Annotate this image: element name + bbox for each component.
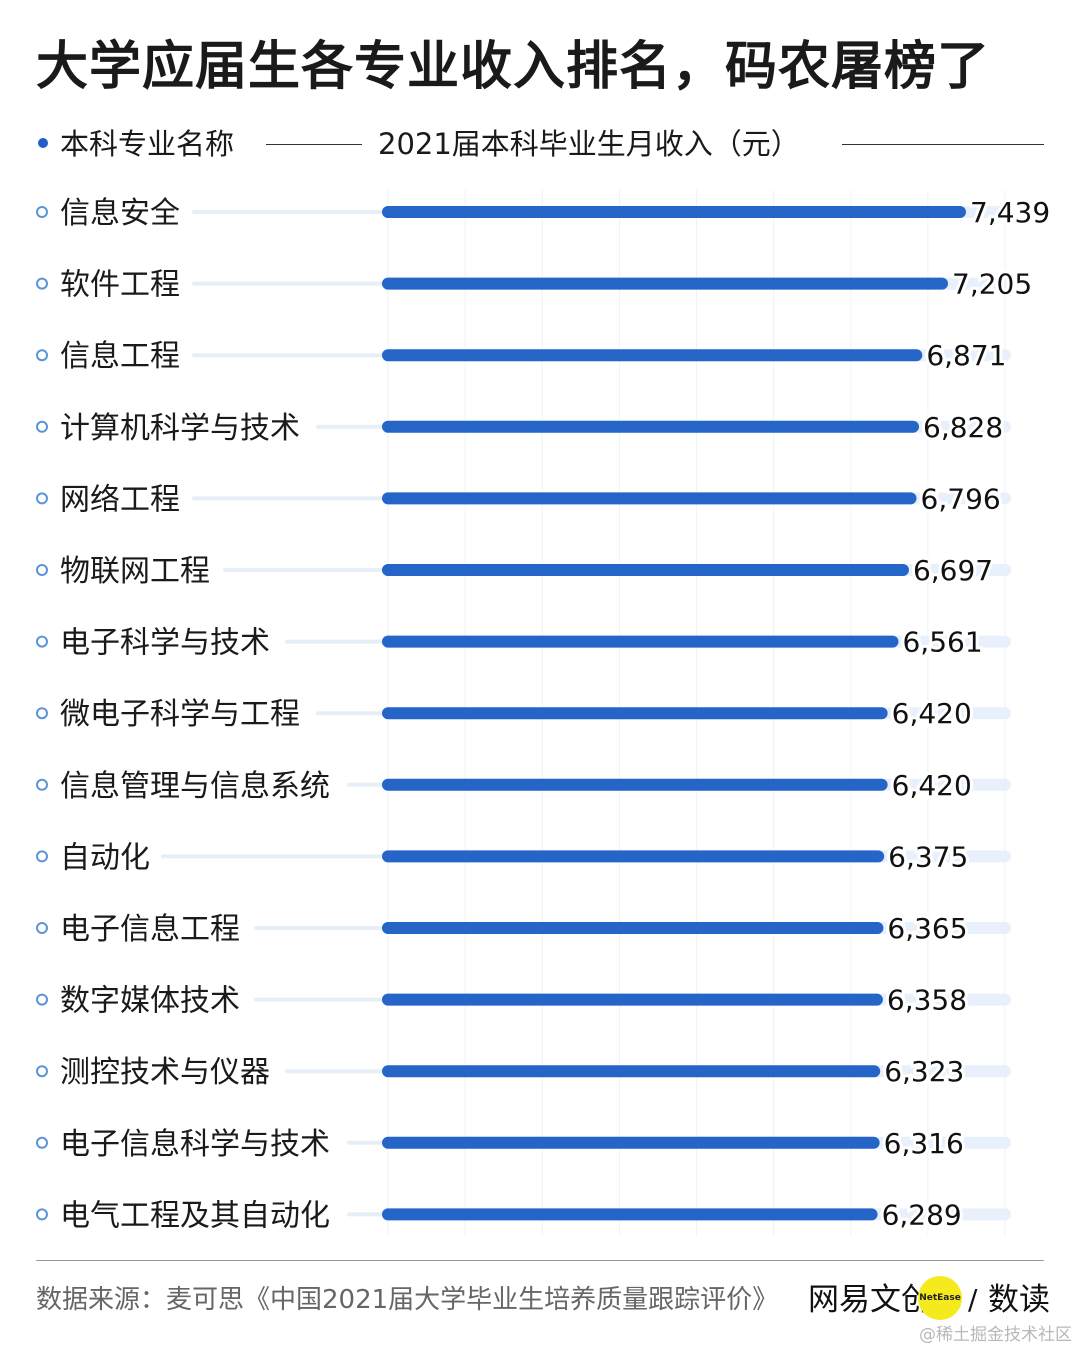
category-label: 电子信息工程 — [60, 912, 240, 947]
header-divider — [266, 144, 362, 145]
row-bullet-icon — [36, 707, 48, 720]
brand-logo-text: 网易文创 — [808, 1282, 932, 1318]
row-bullet-icon — [36, 492, 48, 505]
brand-sub-logo-text: 数读 — [988, 1282, 1050, 1318]
row-bullet-icon — [36, 922, 48, 934]
page-title: 大学应届生各专业收入排名，码农屠榜了 — [36, 37, 991, 97]
category-label: 自动化 — [60, 840, 150, 875]
category-label: 软件工程 — [60, 268, 180, 303]
value-label: 6,289 — [882, 1198, 962, 1231]
row-bullet-icon — [36, 993, 48, 1006]
value-label: 6,561 — [902, 626, 982, 659]
category-label: 信息工程 — [60, 339, 180, 374]
value-label: 6,420 — [892, 697, 972, 730]
row-bullet-icon — [36, 850, 48, 863]
header-major-label: 本科专业名称 — [60, 127, 235, 161]
value-label: 6,365 — [887, 912, 967, 945]
row-bullet-icon — [36, 420, 48, 433]
row-bullet-icon — [36, 635, 48, 648]
row-bullet-icon — [36, 1136, 48, 1149]
netease-badge-icon: NetEase — [918, 1276, 962, 1320]
row-bullet-icon — [36, 1065, 48, 1078]
row-bullet-icon — [36, 277, 48, 290]
row-bullet-icon — [36, 1208, 48, 1221]
category-label: 电子科学与技术 — [60, 626, 270, 661]
brand-separator: / — [968, 1283, 978, 1316]
footer-divider — [36, 1260, 1044, 1261]
category-label: 网络工程 — [60, 482, 180, 517]
row-bullet-icon — [36, 206, 48, 218]
category-label: 信息安全 — [60, 196, 180, 231]
row-bullet-icon — [36, 778, 48, 791]
bullet-dot-icon — [38, 138, 48, 148]
watermark: @稀土掘金技术社区 — [919, 1325, 1072, 1345]
header-income-label: 2021届本科毕业生月收入（元） — [378, 127, 800, 161]
category-label: 物联网工程 — [60, 554, 210, 589]
category-label: 电气工程及其自动化 — [60, 1198, 330, 1233]
value-label: 7,205 — [952, 268, 1032, 301]
category-label: 电子信息科学与技术 — [60, 1127, 330, 1162]
category-label: 测控技术与仪器 — [60, 1055, 270, 1090]
header-divider — [842, 144, 1044, 145]
value-label: 6,358 — [887, 984, 967, 1017]
data-source: 数据来源：麦可思《中国2021届大学毕业生培养质量跟踪评价》 — [36, 1285, 779, 1315]
value-label: 6,420 — [892, 769, 972, 802]
value-label: 7,439 — [970, 196, 1050, 229]
bar-chart: 信息安全 7,439 软件工程 7,205 信息工程 6,871 计算机科学与技术 6,828… — [36, 190, 1053, 1235]
category-label: 数字媒体技术 — [60, 984, 240, 1019]
value-label: 6,316 — [884, 1127, 964, 1160]
category-label: 计算机科学与技术 — [60, 411, 300, 446]
value-label: 6,323 — [884, 1055, 964, 1088]
value-label: 6,796 — [921, 482, 1001, 515]
category-label: 微电子科学与工程 — [60, 697, 300, 732]
row-bullet-icon — [36, 564, 48, 576]
value-label: 6,828 — [923, 411, 1003, 444]
value-label: 6,697 — [913, 554, 993, 587]
row-bullet-icon — [36, 349, 48, 362]
value-label: 6,871 — [926, 339, 1006, 372]
column-header: 本科专业名称 2021届本科毕业生月收入（元） — [36, 124, 1044, 164]
value-label: 6,375 — [888, 840, 968, 873]
category-label: 信息管理与信息系统 — [60, 769, 330, 804]
